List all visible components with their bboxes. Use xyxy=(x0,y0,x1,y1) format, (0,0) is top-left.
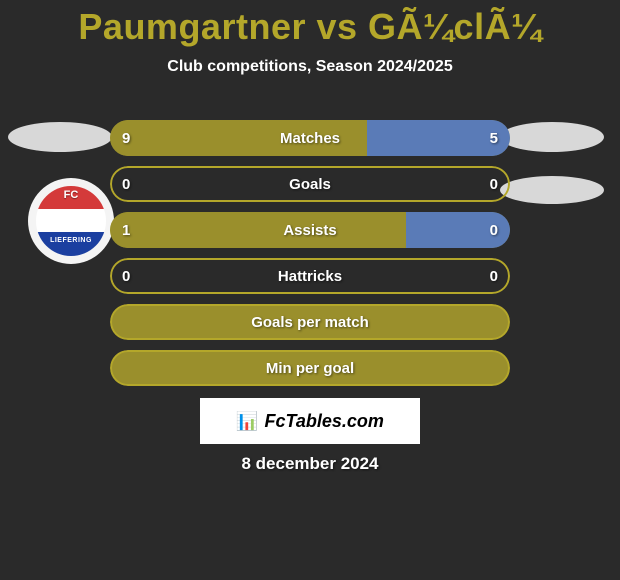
snapshot-date: 8 december 2024 xyxy=(0,454,620,474)
club-badge-top-text: FC xyxy=(36,190,106,201)
stat-row-label: Goals xyxy=(110,166,510,202)
stats-rows: Matches95Goals00Assists10Hattricks00Goal… xyxy=(110,120,510,396)
stat-row-value-left: 1 xyxy=(122,212,130,248)
stat-row-label: Min per goal xyxy=(110,350,510,386)
stat-row: Matches9 5 xyxy=(110,120,510,156)
watermark-text: FcTables.com xyxy=(265,411,384,432)
club-badge-bottom-text: LIEFERING xyxy=(36,237,106,244)
stat-row-label: Matches xyxy=(110,120,510,156)
watermark: 📊 FcTables.com xyxy=(200,398,420,444)
stat-row-value-right: 0 xyxy=(490,212,498,248)
stat-row-value-left: 9 xyxy=(122,120,130,156)
player-left-logo-1 xyxy=(8,122,112,152)
club-badge-inner: FC LIEFERING xyxy=(36,186,106,256)
page-title: Paumgartner vs GÃ¼clÃ¼ xyxy=(0,0,620,48)
stat-row-value-right: 0 xyxy=(490,166,498,202)
stat-row: Min per goal xyxy=(110,350,510,386)
stat-row: Goals0 0 xyxy=(110,166,510,202)
stat-row: Assists1 0 xyxy=(110,212,510,248)
stat-row-value-right: 0 xyxy=(490,258,498,294)
stat-row-label: Assists xyxy=(110,212,510,248)
stat-row-value-left: 0 xyxy=(122,166,130,202)
stat-row-value-right: 5 xyxy=(490,120,498,156)
club-badge: FC LIEFERING xyxy=(28,178,114,264)
stat-row: Goals per match xyxy=(110,304,510,340)
chart-icon: 📊 xyxy=(236,411,258,432)
stat-row-label: Hattricks xyxy=(110,258,510,294)
stat-row-label: Goals per match xyxy=(110,304,510,340)
stat-row-value-left: 0 xyxy=(122,258,130,294)
player-right-logo-2 xyxy=(500,176,604,204)
player-right-logo-1 xyxy=(500,122,604,152)
page-subtitle: Club competitions, Season 2024/2025 xyxy=(0,58,620,76)
stat-row: Hattricks0 0 xyxy=(110,258,510,294)
